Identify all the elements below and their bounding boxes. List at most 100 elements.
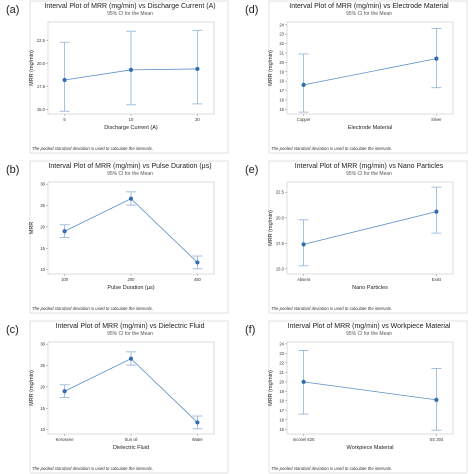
chart-subtitle: 95% CI for the Mean: [346, 171, 392, 177]
x-tick-label: Silver: [431, 117, 442, 122]
chart-subtitle: 95% CI for the Mean: [107, 331, 153, 337]
interval-plot-chart: Interval Plot of MRR (mg/min) vs Pulse D…: [29, 160, 229, 314]
y-tick-label: 22: [279, 41, 284, 46]
x-axis-label: Workpiece Material: [347, 445, 394, 451]
y-tick-label: 24: [279, 22, 284, 27]
y-tick-label: 20.0: [37, 61, 46, 66]
y-axis-label: MRR: [29, 222, 35, 235]
chart-footnote: The pooled standard deviation is used to…: [32, 146, 153, 151]
mean-point: [128, 356, 134, 361]
mean-point: [62, 77, 67, 83]
panel-label: (d): [245, 4, 259, 16]
y-tick-label: 20: [40, 224, 45, 229]
interval-plot-chart: Interval Plot of MRR (mg/min) vs Nano Pa…: [268, 160, 468, 314]
y-tick-label: 20: [40, 384, 45, 389]
y-tick-label: 15: [279, 107, 284, 112]
mean-point: [62, 389, 67, 394]
mean-connect-line: [303, 211, 437, 245]
y-tick-label: 17.5: [37, 84, 46, 89]
y-axis-label: MRR (mg/min): [268, 50, 274, 86]
plot-area: [286, 341, 454, 435]
x-tick-label: SS 304: [430, 437, 444, 442]
y-tick-label: 22: [279, 360, 284, 365]
y-tick-label: 15: [40, 406, 45, 411]
x-tick-label: 100: [61, 277, 69, 282]
y-tick-label: 19: [279, 389, 284, 394]
y-tick-label: 21: [279, 370, 284, 375]
x-axis-label: Dielectric Fluid: [113, 445, 149, 451]
x-tick-label: Water: [192, 437, 204, 442]
panel-label: (f): [245, 324, 256, 336]
mean-point: [195, 66, 200, 72]
x-axis-label: Discharge Current (A): [104, 125, 158, 131]
mean-point: [434, 397, 439, 402]
x-tick-label: Sun oil: [125, 437, 138, 442]
panel-label: (c): [6, 324, 19, 336]
panel-label: (b): [6, 164, 20, 176]
mean-point: [301, 242, 306, 247]
y-tick-label: 25: [40, 363, 45, 368]
y-tick-label: 20.0: [276, 215, 285, 220]
chart-subtitle: 95% CI for the Mean: [107, 171, 153, 177]
y-tick-label: 30: [40, 182, 45, 187]
mean-point: [434, 56, 439, 61]
x-tick-label: Absent: [297, 277, 311, 282]
mean-connect-line: [303, 381, 437, 401]
y-axis-label: MRR (mg/min): [268, 210, 274, 246]
mean-point: [195, 420, 200, 425]
y-tick-label: 10: [40, 427, 45, 432]
chart-subtitle: 95% CI for the Mean: [346, 11, 392, 17]
y-tick-label: 15: [40, 246, 45, 251]
chart-subtitle: 95% CI for the Mean: [346, 331, 392, 337]
y-tick-label: 20: [279, 379, 284, 384]
chart-footnote: The pooled standard deviation is used to…: [32, 306, 153, 311]
x-tick-label: 20: [195, 117, 200, 122]
y-tick-label: 24: [279, 341, 284, 346]
mean-point: [128, 67, 134, 72]
interval-plot-chart: Interval Plot of MRR (mg/min) vs Dischar…: [29, 0, 229, 154]
chart-title: Interval Plot of MRR (mg/min) vs Electro…: [289, 3, 449, 10]
y-tick-label: 30: [40, 342, 45, 347]
x-tick-label: Exist: [432, 277, 442, 282]
x-tick-label: 5: [63, 117, 66, 122]
y-tick-label: 19: [279, 69, 284, 74]
y-tick-label: 15.0: [37, 107, 46, 112]
y-tick-label: 17: [279, 408, 284, 413]
mean-point: [301, 82, 306, 87]
mean-point: [301, 379, 306, 384]
x-axis-label: Electrode Material: [348, 125, 392, 131]
x-tick-label: Kerosene: [56, 437, 75, 442]
y-tick-label: 15: [279, 427, 284, 432]
mean-point: [434, 209, 439, 214]
interval-plot-chart: Interval Plot of MRR (mg/min) vs Electro…: [268, 0, 468, 154]
chart-title: Interval Plot of MRR (mg/min) vs Dielect…: [56, 323, 205, 330]
chart-subtitle: 95% CI for the Mean: [107, 11, 153, 17]
y-tick-label: 20: [279, 60, 284, 65]
x-tick-label: Copper: [297, 117, 311, 122]
chart-footnote: The pooled standard deviation is used to…: [32, 466, 153, 471]
y-tick-label: 23: [279, 351, 284, 356]
interval-plot-chart: Interval Plot of MRR (mg/min) vs Dielect…: [29, 320, 229, 474]
y-tick-label: 15.0: [276, 266, 285, 271]
y-tick-label: 18: [279, 79, 284, 84]
y-axis-label: MRR (mg/min): [29, 370, 35, 406]
chart-title: Interval Plot of MRR (mg/min) vs Workpie…: [288, 323, 451, 330]
y-axis-label: MRR (mg/min): [268, 370, 274, 406]
mean-connect-line: [303, 58, 437, 86]
x-tick-label: Inconel 625: [293, 437, 315, 442]
chart-title: Interval Plot of MRR (mg/min) vs Nano Pa…: [295, 163, 444, 170]
interval-plot-chart: Interval Plot of MRR (mg/min) vs Workpie…: [268, 320, 468, 474]
y-tick-label: 16: [279, 97, 284, 102]
chart-footnote: The pooled standard deviation is used to…: [271, 306, 392, 311]
y-tick-label: 18: [279, 398, 284, 403]
x-axis-label: Nano Particles: [352, 285, 388, 291]
chart-footnote: The pooled standard deviation is used to…: [271, 466, 392, 471]
plot-area: [286, 21, 454, 115]
y-tick-label: 21: [279, 50, 284, 55]
mean-point: [195, 260, 200, 265]
y-tick-label: 17.5: [276, 241, 285, 246]
y-tick-label: 10: [40, 267, 45, 272]
x-axis-label: Pulse Duration (µs): [107, 285, 154, 291]
x-tick-label: 200: [128, 277, 136, 282]
y-tick-label: 22.5: [37, 38, 46, 43]
